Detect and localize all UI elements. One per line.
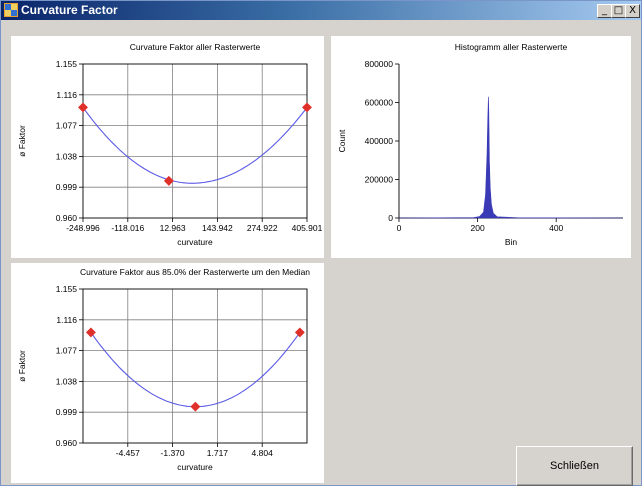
y-tick-label: 0.999 [56,407,78,417]
histogram-bars [398,96,624,219]
curvature-chart-all-svg: Curvature Faktor aller Rasterwerte curvat… [17,42,323,247]
x-axis-label: curvature [177,462,213,472]
curvature-chart-median: Curvature Faktor aus 85.0% der Rasterwer… [11,263,324,483]
plot-area-frame [82,288,308,444]
y-axis-label: ø Faktor [17,350,27,382]
y-tick-label: 1.038 [56,376,78,386]
y-tick-label: 0 [388,213,393,223]
plot-area-frame [82,63,308,219]
minimize-button[interactable]: _ [597,4,612,18]
y-tick-label: 200000 [365,175,394,185]
data-point-marker [302,102,312,113]
y-tick-label: 1.155 [56,59,78,69]
y-tick-label: 600000 [365,98,394,108]
x-tick-label: 200 [471,223,485,233]
y-tick-label: 1.155 [56,284,78,294]
x-tick-label: 405.901 [292,223,323,233]
x-tick-label: -118.016 [111,223,144,233]
curvature-chart-median-svg: Curvature Faktor aus 85.0% der Rasterwer… [17,267,310,472]
x-tick-label: -248.996 [66,223,100,233]
x-tick-label: 400 [549,223,563,233]
histogram-chart: Histogramm aller Rasterwerte Bin Count 0 200… [331,36,631,258]
title-bar[interactable]: Curvature Factor _ □ X [1,1,641,20]
x-tick-label: -4.457 [116,448,140,458]
chart-title: Curvature Faktor aus 85.0% der Rasterwer… [80,267,310,277]
x-tick-label: 1.717 [207,448,229,458]
data-point-marker [85,327,96,338]
x-tick-label: 143.942 [202,223,233,233]
x-axis-label: curvature [177,237,213,247]
y-tick-label: 0.960 [56,438,78,448]
data-point-marker [190,401,201,412]
window-title: Curvature Factor [21,3,118,17]
y-tick-label: 1.077 [56,121,78,131]
x-tick-label: 12.963 [160,223,186,233]
fit-curve [82,107,308,184]
y-tick-label: 400000 [365,136,394,146]
data-point-marker [163,175,174,186]
y-tick-label: 1.038 [56,151,78,161]
x-tick-label: 274.922 [247,223,278,233]
y-tick-label: 800000 [365,59,394,69]
y-tick-label: 1.116 [56,90,77,100]
y-axis-label: ø Faktor [17,125,27,157]
x-tick-label: -1.370 [161,448,185,458]
close-window-button[interactable]: X [625,4,640,18]
y-tick-label: 1.077 [56,346,78,356]
y-axis-label: Count [337,129,347,152]
chart-title: Histogramm aller Rasterwerte [455,42,568,52]
data-point-marker [78,102,88,113]
x-tick-label: 4.804 [252,448,274,458]
data-point-marker [294,327,305,338]
fit-curve [90,332,301,408]
histogram-chart-svg: Histogramm aller Rasterwerte Bin Count 0 200… [337,42,624,247]
app-icon [4,3,18,17]
curvature-chart-all: Curvature Faktor aller Rasterwerte curvat… [11,36,324,258]
chart-title: Curvature Faktor aller Rasterwerte [130,42,261,52]
x-axis-label: Bin [505,237,518,247]
y-tick-label: 1.116 [56,315,77,325]
close-button[interactable]: Schließen [516,446,633,486]
maximize-button[interactable]: □ [611,4,626,18]
y-tick-label: 0.999 [56,182,78,192]
x-tick-label: 0 [397,223,402,233]
y-tick-label: 0.960 [56,213,78,223]
